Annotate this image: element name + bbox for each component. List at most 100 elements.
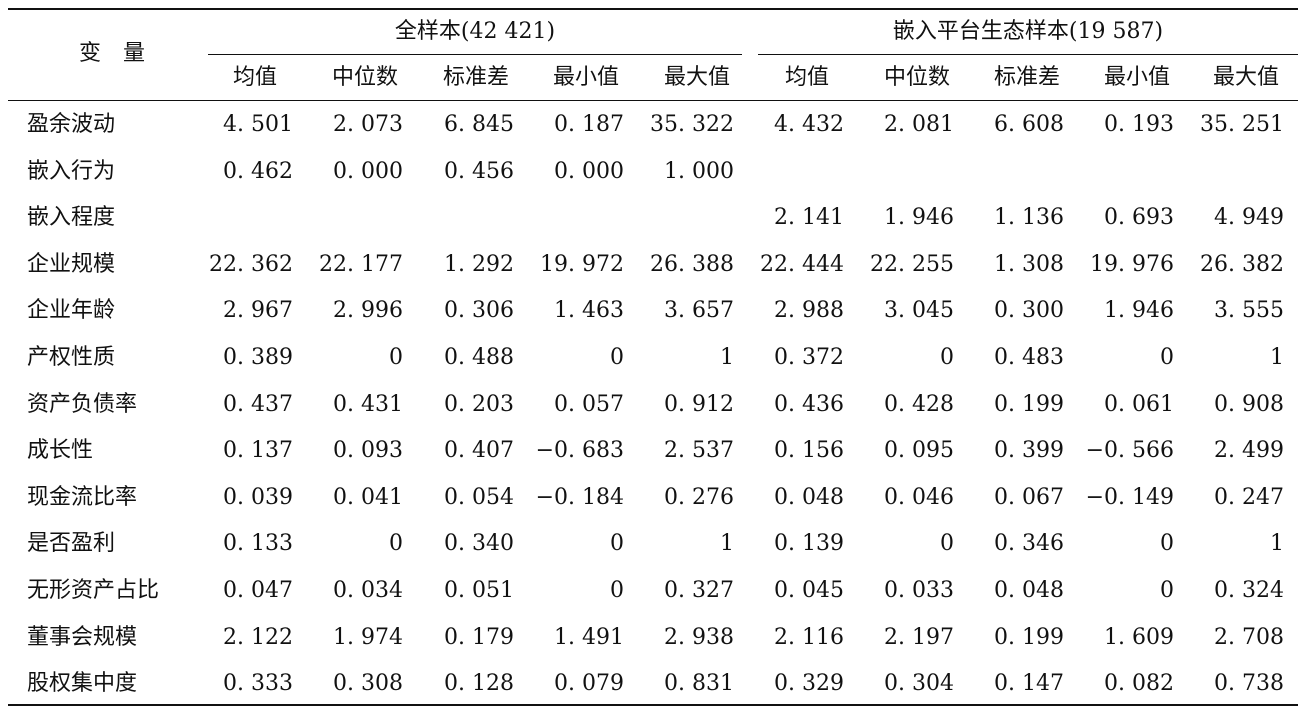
table-cell: 0. 041 [333,485,403,510]
table-cell: 0. 247 [1214,485,1284,510]
table-cell: 0. 061 [1104,392,1174,417]
table-cell: 0. 179 [444,625,514,650]
row-label: 现金流比率 [27,485,138,510]
table-cell: 1. 946 [884,205,954,230]
row-label: 企业规模 [27,252,116,277]
table-cell: 35. 251 [1200,112,1284,137]
table-cell: 2. 122 [223,625,293,650]
row-label: 董事会规模 [27,625,138,650]
table-cell: 0. 187 [554,112,624,137]
table-cell: 6. 608 [994,112,1064,137]
table-cell: 2. 708 [1214,625,1284,650]
table-cell: 0. 033 [884,578,954,603]
table-cell: 1. 292 [444,252,514,277]
table-cell: 0 [389,531,403,556]
table-cell: 0. 193 [1104,112,1174,137]
group-header-full-sample: 全样本(42 421) [394,19,556,44]
row-label: 产权性质 [27,345,116,370]
table-cell: 0. 045 [774,578,844,603]
table-cell: 0. 436 [774,392,844,417]
table-cell: −0. 184 [535,485,624,510]
header-bottom-rule [8,100,1298,101]
table-cell: 0. 431 [333,392,403,417]
table-cell: 0. 054 [444,485,514,510]
top-rule [8,8,1298,10]
table-cell: −0. 566 [1085,438,1174,463]
column-header: 最小值 [552,65,619,90]
group-rule-full-sample [208,54,742,55]
table-cell: 2. 073 [333,112,403,137]
table-cell: 2. 081 [884,112,954,137]
table-cell: 0. 139 [774,531,844,556]
table-cell: 0 [1160,531,1174,556]
table-cell: 0. 483 [994,345,1064,370]
table-cell: 0 [610,345,624,370]
table-cell: 0 [1160,578,1174,603]
table-cell: 0. 203 [444,392,514,417]
table-cell: 0 [389,345,403,370]
table-cell: 1. 946 [1104,298,1174,323]
row-label: 嵌入程度 [27,205,116,230]
row-label: 资产负债率 [27,392,138,417]
table-cell: 0. 912 [664,392,734,417]
table-cell: 0. 128 [444,671,514,696]
table-cell: 0. 300 [994,298,1064,323]
table-cell: 0. 346 [994,531,1064,556]
column-header: 最小值 [1103,65,1170,90]
bottom-rule [8,704,1298,706]
table-cell: 0. 399 [994,438,1064,463]
table-cell: 1. 974 [333,625,403,650]
table-cell: 0. 047 [223,578,293,603]
table-cell: 0. 082 [1104,671,1174,696]
table-cell: 35. 322 [650,112,734,137]
table-cell: 0. 693 [1104,205,1174,230]
table-cell: 2. 197 [884,625,954,650]
table-cell: 2. 967 [223,298,293,323]
column-header: 最大值 [1212,65,1279,90]
table-cell: 1. 000 [664,159,734,184]
table-cell: 3. 045 [884,298,954,323]
column-header: 中位数 [331,65,398,90]
table-cell: 0. 095 [884,438,954,463]
row-label: 盈余波动 [27,112,116,137]
table-cell: 1. 609 [1104,625,1174,650]
table-cell: 22. 444 [760,252,844,277]
table-cell: 0. 199 [994,392,1064,417]
table-cell: 2. 988 [774,298,844,323]
table-cell: 4. 432 [774,112,844,137]
table-cell: 0. 199 [994,625,1064,650]
table-cell: 0 [1160,345,1174,370]
table-cell: 0. 137 [223,438,293,463]
column-header: 均值 [784,65,829,90]
table-cell: 2. 141 [774,205,844,230]
table-cell: 0. 340 [444,531,514,556]
table-cell: 0. 488 [444,345,514,370]
table-cell: 0. 738 [1214,671,1284,696]
row-label: 股权集中度 [27,671,138,696]
table-cell: 1 [720,531,734,556]
table-cell: 0. 079 [554,671,624,696]
table-cell: 4. 949 [1214,205,1284,230]
table-cell: 0. 908 [1214,392,1284,417]
table-cell: 0. 333 [223,671,293,696]
column-header: 中位数 [883,65,950,90]
row-label: 无形资产占比 [27,578,160,603]
row-label: 嵌入行为 [27,159,116,184]
table-cell: 0. 329 [774,671,844,696]
table-cell: 0. 067 [994,485,1064,510]
table-cell: 0. 057 [554,392,624,417]
table-cell: 1 [1270,345,1284,370]
table-cell: 19. 972 [540,252,624,277]
table-cell: 2. 499 [1214,438,1284,463]
table-cell: 0. 308 [333,671,403,696]
table-cell: 0. 147 [994,671,1064,696]
table-cell: 0. 304 [884,671,954,696]
table-cell: 0. 306 [444,298,514,323]
table-cell: 3. 657 [664,298,734,323]
table-cell: 2. 996 [333,298,403,323]
table-cell: 0. 000 [554,159,624,184]
column-header: 标准差 [442,65,509,90]
table-cell: 22. 362 [209,252,293,277]
table-cell: 26. 382 [1200,252,1284,277]
